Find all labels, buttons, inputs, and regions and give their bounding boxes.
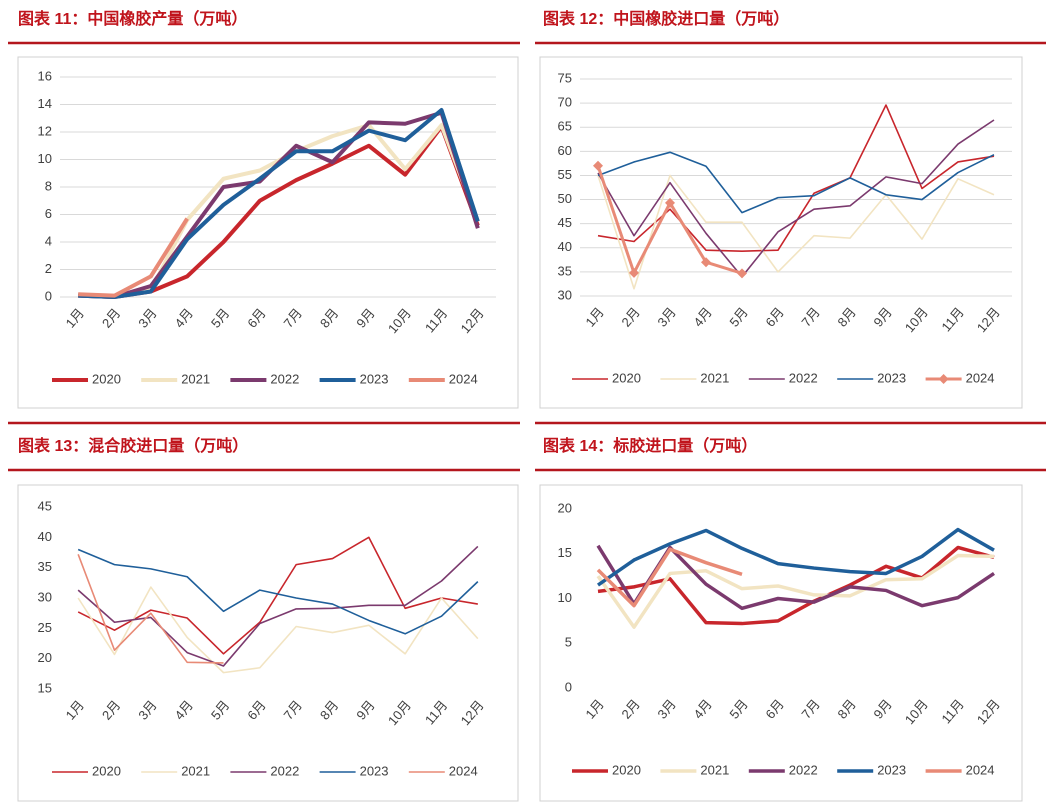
series-marker: [629, 267, 639, 278]
y-tick-label: 45: [38, 498, 52, 513]
series-line: [77, 548, 479, 635]
y-tick-label: 15: [38, 680, 52, 695]
y-tick-label: 35: [38, 559, 52, 574]
legend-label: 2022: [789, 762, 818, 777]
y-tick-label: 2: [45, 261, 52, 276]
y-tick-label: 15: [558, 545, 572, 560]
series-line: [597, 151, 995, 214]
y-tick-label: 65: [558, 119, 572, 134]
legend-marker: [938, 374, 949, 384]
legend-label: 2021: [181, 763, 210, 778]
series-line: [597, 119, 995, 278]
y-tick-label: 14: [38, 96, 52, 111]
y-tick-label: 20: [38, 650, 52, 665]
y-tick-label: 20: [558, 500, 572, 515]
series-marker: [593, 160, 603, 171]
y-tick-label: 55: [558, 167, 572, 182]
chart-title: 图表 13：混合胶进口量（万吨）: [18, 436, 248, 455]
series-marker: [737, 268, 747, 279]
y-tick-label: 0: [565, 679, 572, 694]
legend-label: 2023: [877, 762, 906, 777]
chart-frame: [539, 56, 1023, 409]
y-tick-label: 40: [558, 239, 572, 254]
y-tick-label: 25: [38, 620, 52, 635]
series-line: [597, 174, 995, 290]
series-line: [78, 217, 189, 298]
y-tick-label: 0: [45, 288, 52, 303]
y-tick-label: 4: [45, 233, 52, 248]
chart-frame: [539, 484, 1023, 802]
series-line: [596, 553, 995, 629]
chart-title: 图表 11：中国橡胶产量（万吨）: [18, 9, 247, 28]
y-tick-label: 5: [565, 635, 572, 650]
legend-label: 2020: [92, 371, 121, 386]
legend-label: 2022: [270, 763, 299, 778]
chart-title: 图表 12：中国橡胶进口量（万吨）: [543, 9, 789, 28]
legend-label: 2024: [966, 762, 995, 777]
series-line: [596, 547, 743, 608]
legend-label: 2023: [360, 371, 389, 386]
y-tick-label: 50: [558, 191, 572, 206]
y-tick-label: 35: [558, 263, 572, 278]
series-line: [77, 586, 479, 674]
legend-label: 2023: [360, 763, 389, 778]
y-tick-label: 16: [38, 68, 52, 83]
y-tick-label: 6: [45, 206, 52, 221]
legend-label: 2020: [92, 763, 121, 778]
legend-label: 2022: [789, 370, 818, 385]
chart-frame: [17, 484, 519, 802]
legend-label: 2020: [612, 762, 641, 777]
series-marker: [701, 257, 711, 268]
y-tick-label: 8: [45, 178, 52, 193]
y-tick-label: 45: [558, 215, 572, 230]
y-tick-label: 75: [558, 70, 572, 85]
y-tick-label: 30: [38, 589, 52, 604]
legend-label: 2021: [181, 371, 210, 386]
y-tick-label: 12: [38, 123, 52, 138]
legend-label: 2022: [270, 371, 299, 386]
series-line: [597, 527, 995, 587]
y-tick-label: 60: [558, 143, 572, 158]
legend-label: 2024: [449, 371, 478, 386]
y-tick-label: 30: [558, 287, 572, 302]
y-tick-label: 10: [38, 151, 52, 166]
legend-label: 2023: [877, 370, 906, 385]
legend-label: 2021: [700, 370, 729, 385]
legend-label: 2021: [700, 762, 729, 777]
legend-label: 2024: [449, 763, 478, 778]
chart-title: 图表 14：标胶进口量（万吨）: [543, 436, 757, 455]
series-line: [78, 108, 480, 299]
legend-label: 2024: [966, 370, 995, 385]
series-line: [77, 554, 224, 664]
y-tick-label: 70: [558, 95, 572, 110]
y-tick-label: 10: [558, 590, 572, 605]
legend-label: 2020: [612, 370, 641, 385]
y-tick-label: 40: [38, 529, 52, 544]
series-marker: [665, 197, 675, 208]
